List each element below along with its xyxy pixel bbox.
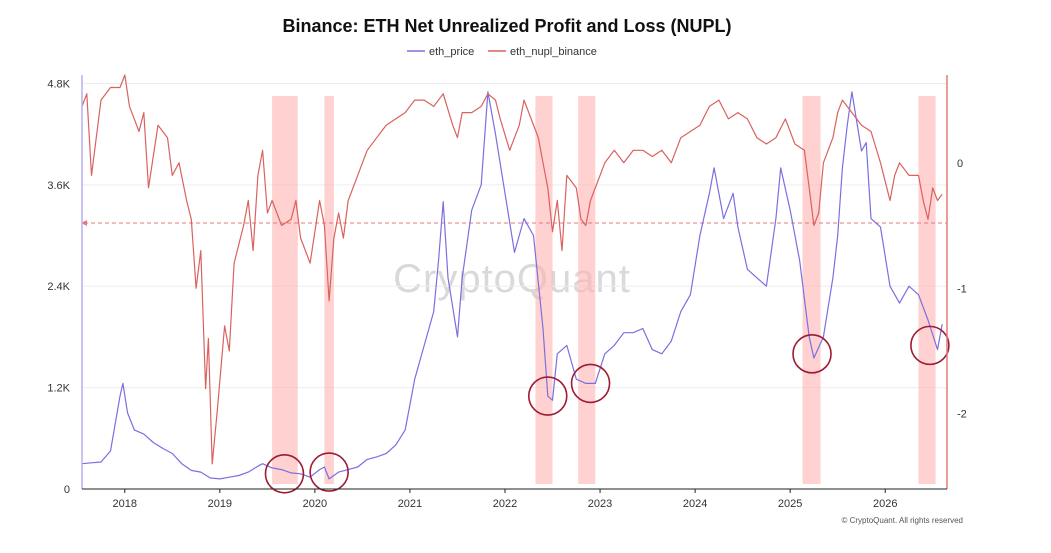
y-left-tick-label-1: 1.2K	[47, 383, 70, 395]
series-line-eth-nupl-binance	[81, 74, 943, 465]
highlight-circle-1	[309, 452, 349, 492]
highlight-circle-4	[792, 334, 832, 374]
highlight-circle-2	[527, 376, 568, 416]
y-left-tick-label-3: 3.6K	[47, 180, 70, 192]
x-tick-label-6: 2024	[683, 498, 707, 510]
axes: 0 1.2K 2.4K 3.6K 4.8K -2 -1 0 2018 2019 2020 2021 20…	[47, 75, 967, 510]
y-right-tick-label-2: 0	[957, 158, 963, 170]
x-tick-label-3: 2021	[398, 498, 422, 510]
highlight-band-4	[802, 96, 821, 484]
x-tick-label-8: 2026	[873, 498, 897, 510]
credit-text: © CryptoQuant. All rights reserved	[842, 516, 964, 525]
y-right-tick-label-0: -2	[957, 409, 967, 421]
y-left-tick-label-2: 2.4K	[47, 281, 70, 293]
y-left-tick-label-4: 4.8K	[47, 78, 70, 90]
highlight-band-0	[272, 96, 298, 484]
y-left-tick-label-0: 0	[64, 484, 70, 496]
legend: eth_price eth_nupl_binance	[407, 46, 597, 58]
highlight-band-2	[535, 96, 553, 484]
series-line-eth-price	[81, 91, 943, 480]
legend-label-eth-price: eth_price	[429, 46, 474, 58]
series	[81, 74, 943, 480]
x-tick-label-4: 2022	[493, 498, 517, 510]
highlight-circle-3	[570, 363, 611, 404]
x-tick-label-5: 2023	[588, 498, 612, 510]
legend-label-nupl: eth_nupl_binance	[510, 46, 597, 58]
highlight-bands	[272, 96, 936, 484]
y-right-tick-label-1: -1	[957, 283, 967, 295]
x-tick-label-7: 2025	[778, 498, 802, 510]
threshold	[81, 220, 947, 227]
threshold-arrow	[81, 220, 87, 227]
highlight-circle-5	[910, 325, 950, 366]
chart-title: Binance: ETH Net Unrealized Profit and L…	[282, 16, 731, 36]
highlight-band-3	[578, 96, 596, 484]
highlight-band-5	[918, 96, 936, 484]
x-tick-label-2: 2020	[303, 498, 327, 510]
highlight-band-1	[324, 96, 334, 484]
highlight-circle-0	[264, 453, 305, 494]
x-tick-label-1: 2019	[208, 498, 232, 510]
x-tick-label-0: 2018	[113, 498, 137, 510]
circles	[264, 325, 950, 494]
